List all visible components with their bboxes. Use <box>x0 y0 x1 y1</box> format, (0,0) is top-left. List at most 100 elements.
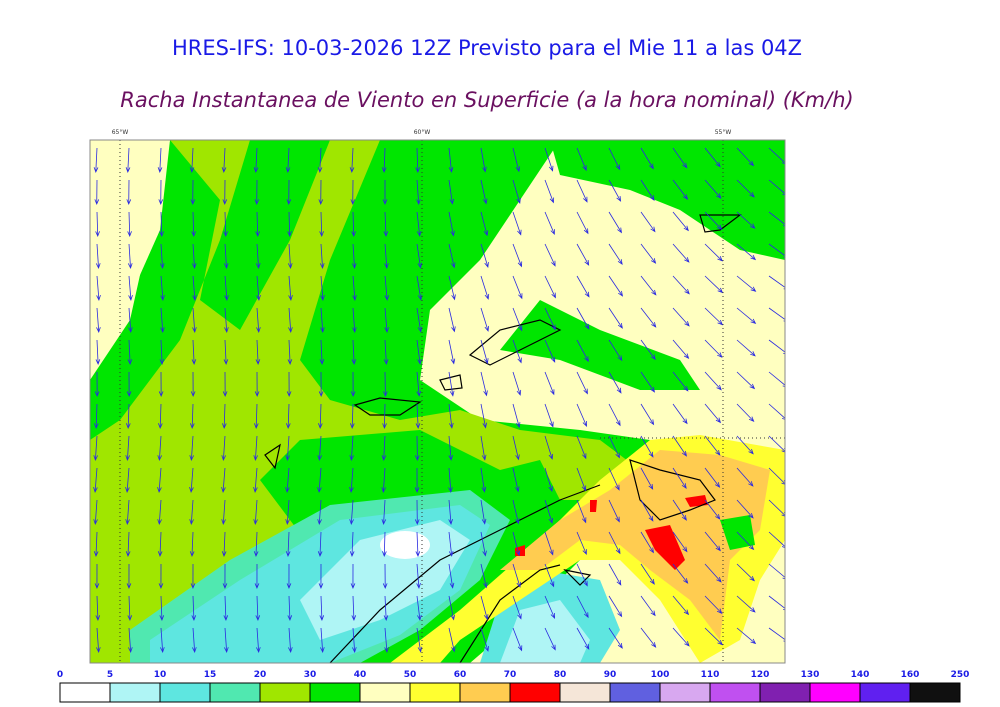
wind-arrow <box>576 627 590 650</box>
wind-arrow <box>512 595 522 620</box>
wind-arrow <box>640 467 654 490</box>
wind-arrow <box>640 531 654 554</box>
wind-arrow <box>223 339 229 366</box>
wind-arrow <box>576 243 590 266</box>
wind-arrow <box>672 307 690 327</box>
wind-arrow <box>320 307 325 333</box>
wind-arrow <box>159 339 165 366</box>
wind-arrow <box>381 147 387 174</box>
wind-arrow <box>608 563 622 586</box>
coastline <box>439 374 463 391</box>
wind-arrow <box>349 147 355 173</box>
wind-arrow <box>94 403 99 430</box>
wind-arrow <box>350 179 356 206</box>
wind-arrow <box>608 211 622 234</box>
colorbar-label: 60 <box>454 670 467 680</box>
wind-arrow <box>768 307 785 322</box>
wind-arrow <box>512 147 521 173</box>
wind-arrow <box>576 179 588 203</box>
wind-arrow <box>448 627 456 653</box>
wind-arrow <box>95 211 100 238</box>
wind-arrow <box>576 595 589 619</box>
wind-arrow <box>416 243 423 269</box>
wind-arrow <box>448 467 453 493</box>
wind-arrow <box>480 499 487 525</box>
wind-arrow <box>736 243 757 261</box>
wind-arrow <box>480 243 489 268</box>
wind-arrow <box>576 531 587 556</box>
field-red <box>685 495 708 507</box>
wind-arrow <box>288 627 293 653</box>
colorbar-label: 70 <box>504 670 517 680</box>
wind-arrow <box>736 499 754 519</box>
wind-arrow <box>222 403 227 430</box>
wind-arrow <box>544 595 555 619</box>
colorbar-swatch <box>759 682 811 703</box>
wind-arrow <box>126 371 132 398</box>
subtitle: Racha Instantanea de Viento en Superfici… <box>120 88 853 112</box>
field-pale <box>560 265 650 310</box>
wind-arrow <box>640 499 654 522</box>
wind-arrow <box>576 371 588 395</box>
wind-arrow <box>288 307 293 333</box>
wind-arrow <box>672 435 687 457</box>
wind-arrow <box>512 243 523 268</box>
wind-arrow <box>254 563 260 590</box>
wind-arrow <box>608 275 624 297</box>
wind-arrow <box>192 627 197 653</box>
wind-arrow <box>382 563 388 590</box>
wind-arrow <box>768 403 785 420</box>
colorbar-label: 50 <box>404 670 417 680</box>
wind-arrow <box>128 307 133 333</box>
wind-arrow <box>640 435 654 458</box>
wind-arrow <box>349 467 354 493</box>
wind-arrow <box>608 499 620 523</box>
wind-arrow <box>159 243 165 269</box>
wind-arrow <box>383 339 389 365</box>
wind-arrow <box>736 147 755 167</box>
colorbar-label: 0 <box>57 670 63 680</box>
wind-arrow <box>736 211 756 229</box>
coastline <box>264 443 281 470</box>
wind-arrow <box>287 211 292 238</box>
wind-arrow <box>448 499 453 525</box>
coastline <box>699 214 742 233</box>
wind-arrow <box>317 531 323 558</box>
wind-arrow <box>736 435 754 455</box>
wind-arrow <box>576 339 589 363</box>
wind-arrow <box>512 211 522 236</box>
wind-arrow <box>512 467 520 493</box>
wind-arrow <box>608 627 623 649</box>
wind-arrow <box>640 243 657 264</box>
wind-arrow <box>256 627 261 653</box>
wind-arrow <box>255 339 261 366</box>
wind-arrow <box>544 179 555 204</box>
wind-arrow <box>223 243 229 269</box>
wind-arrow <box>157 531 163 558</box>
wind-arrow <box>96 275 101 301</box>
wind-arrow <box>125 435 131 461</box>
wind-arrow <box>512 275 523 300</box>
wind-arrow <box>480 467 487 493</box>
wind-arrow <box>253 467 258 493</box>
wind-arrow <box>221 435 227 461</box>
wind-arrow <box>350 371 356 398</box>
wind-arrow <box>576 403 587 427</box>
wind-arrow <box>382 531 387 558</box>
wind-arrow <box>768 275 785 290</box>
wind-arrow <box>127 339 133 366</box>
field-cyan <box>500 600 590 663</box>
wind-arrow <box>317 147 323 173</box>
wind-arrow <box>544 211 555 236</box>
wind-arrow <box>415 147 420 174</box>
wind-arrow <box>317 435 323 461</box>
wind-arrow <box>576 467 587 492</box>
wind-arrow <box>448 339 456 365</box>
wind-arrow <box>352 627 357 653</box>
wind-arrow <box>480 371 488 397</box>
wind-arrow <box>190 403 195 430</box>
colorbar-label: 80 <box>554 670 567 680</box>
wind-arrow <box>221 147 227 173</box>
wind-arrow <box>480 147 487 173</box>
wind-arrow <box>544 339 556 363</box>
